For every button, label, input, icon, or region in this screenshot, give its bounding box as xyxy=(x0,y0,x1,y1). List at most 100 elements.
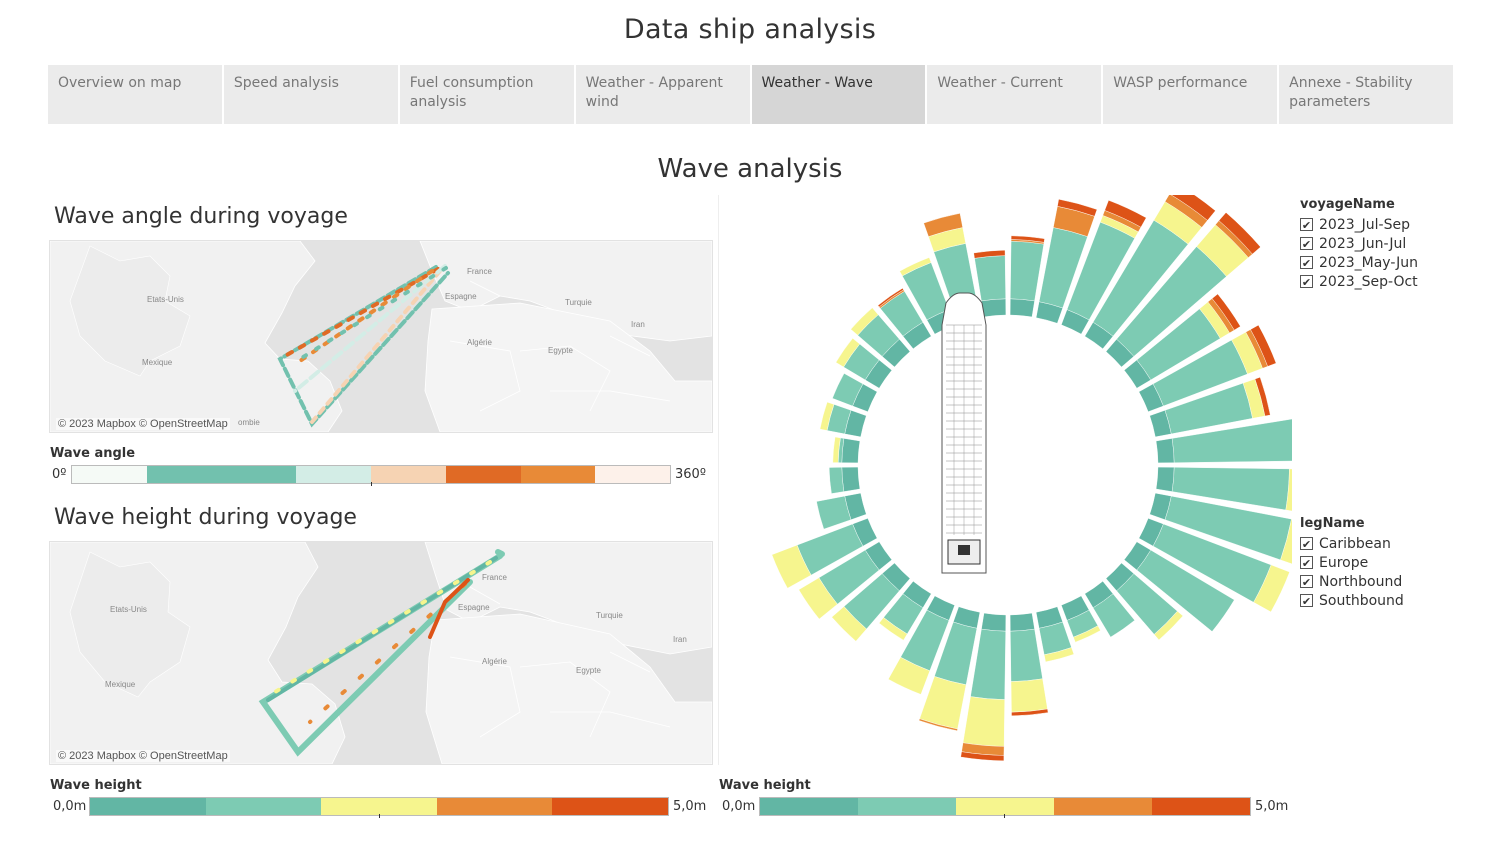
voyage-filter-option[interactable]: ✔ 2023_Jul-Sep xyxy=(1300,215,1418,234)
legend-swatch xyxy=(760,798,858,815)
polar-bar-segment xyxy=(1043,647,1075,663)
polar-bar-segment xyxy=(974,255,1006,302)
polar-bar-segment xyxy=(1104,200,1147,228)
place-label: Egypte xyxy=(576,666,601,675)
place-label: France xyxy=(482,573,507,582)
voyage-filter-option[interactable]: ✔ 2023_May-Jun xyxy=(1300,253,1418,272)
wave-height-color-scale-right xyxy=(759,797,1251,816)
place-label: Espagne xyxy=(458,603,490,612)
legend-tick xyxy=(379,814,380,818)
polar-bar-segment xyxy=(1009,298,1035,318)
wave-angle-map-canvas: Etats-Unis Mexique France Espagne Turqui… xyxy=(50,241,712,432)
polar-bar-segment xyxy=(1057,198,1098,217)
leg-option-label: Europe xyxy=(1319,554,1369,571)
leg-filter-option[interactable]: ✔ Northbound xyxy=(1300,572,1404,591)
leg-filter-title: legName xyxy=(1300,516,1365,531)
legend-swatch xyxy=(520,466,596,483)
wave-height-map-canvas: Etats-Unis Mexique France Espagne Turqui… xyxy=(50,542,712,764)
legend-tick xyxy=(1004,814,1005,818)
place-label: Iran xyxy=(631,320,645,329)
panel-divider xyxy=(718,195,719,765)
polar-bar-segment xyxy=(1009,612,1035,632)
wave-height-color-scale-left xyxy=(89,797,669,816)
polar-bar-segment xyxy=(973,249,1006,259)
polar-bar-segment xyxy=(798,577,838,620)
polar-bar-segment xyxy=(1010,235,1045,243)
checkbox-checked-icon[interactable]: ✔ xyxy=(1300,218,1313,232)
place-label: Turquie xyxy=(596,611,623,620)
tab-wasp-performance[interactable]: WASP performance xyxy=(1103,65,1278,124)
tab-overview-on-map[interactable]: Overview on map xyxy=(48,65,222,124)
polar-bar-segment xyxy=(835,338,860,368)
polar-bar-segment xyxy=(962,696,1005,747)
wave-height-legend-min-right: 0,0m xyxy=(722,799,756,814)
polar-bar-segment xyxy=(1136,549,1235,632)
place-label: Etats-Unis xyxy=(110,605,147,614)
place-label: Espagne xyxy=(445,292,477,301)
checkbox-checked-icon[interactable]: ✔ xyxy=(1300,575,1313,589)
checkbox-checked-icon[interactable]: ✔ xyxy=(1300,256,1313,270)
tab-fuel-consumption[interactable]: Fuel consumption analysis xyxy=(399,65,574,124)
legend-swatch xyxy=(72,466,147,483)
polar-bar-segment xyxy=(1155,466,1175,492)
polar-bar-segment xyxy=(877,287,904,308)
wave-polar-chart[interactable] xyxy=(718,182,1339,765)
checkbox-checked-icon[interactable]: ✔ xyxy=(1300,275,1313,289)
voyage-filter-option[interactable]: ✔ 2023_Sep-Oct xyxy=(1300,272,1418,291)
wave-angle-map[interactable]: Etats-Unis Mexique France Espagne Turqui… xyxy=(49,240,713,433)
legend-swatch xyxy=(371,466,446,483)
place-label: Algérie xyxy=(482,657,507,666)
polar-bar-segment xyxy=(819,401,835,431)
polar-bar-segment xyxy=(1092,593,1135,638)
polar-bar-segment xyxy=(771,544,812,589)
tab-stability-parameters[interactable]: Annexe - Stability parameters xyxy=(1279,65,1453,124)
polar-bar-segment xyxy=(1253,564,1290,613)
wave-angle-map-title: Wave angle during voyage xyxy=(54,204,348,229)
place-label: ombie xyxy=(238,418,260,427)
leg-filter-option[interactable]: ✔ Europe xyxy=(1300,553,1404,572)
voyage-option-label: 2023_Jun-Jul xyxy=(1319,235,1407,252)
legend-swatch xyxy=(1054,798,1152,815)
polar-bar-segment xyxy=(841,438,861,464)
legend-swatch xyxy=(1152,798,1250,815)
polar-bar-segment xyxy=(832,373,864,407)
wave-height-legend-max-left: 5,0m xyxy=(673,799,707,814)
polar-bar-segment xyxy=(923,213,963,237)
wave-height-map[interactable]: Etats-Unis Mexique France Espagne Turqui… xyxy=(49,541,713,765)
wave-angle-legend-min: 0º xyxy=(52,467,67,482)
tab-wave[interactable]: Weather - Wave xyxy=(751,65,926,124)
place-label: Etats-Unis xyxy=(147,295,184,304)
tab-apparent-wind[interactable]: Weather - Apparent wind xyxy=(575,65,750,124)
polar-bar-segment xyxy=(831,606,867,642)
checkbox-checked-icon[interactable]: ✔ xyxy=(1300,237,1313,251)
place-label: Egypte xyxy=(548,346,573,355)
leg-filter-option[interactable]: ✔ Caribbean xyxy=(1300,534,1404,553)
polar-bar-segment xyxy=(981,298,1007,318)
legend-swatch xyxy=(956,798,1054,815)
leg-filter-option[interactable]: ✔ Southbound xyxy=(1300,591,1404,610)
wave-polar-chart-svg xyxy=(771,182,1339,762)
legend-swatch xyxy=(221,466,297,483)
place-label: France xyxy=(467,267,492,276)
voyage-name-filter: voyageName ✔ 2023_Jul-Sep ✔ 2023_Jun-Jul ✔… xyxy=(1300,197,1418,291)
legend-swatch xyxy=(595,466,670,483)
tab-bar: Overview on map Speed analysis Fuel cons… xyxy=(48,65,1453,124)
polar-bar-segment xyxy=(1254,376,1271,417)
tab-speed-analysis[interactable]: Speed analysis xyxy=(223,65,398,124)
polar-bar-segment xyxy=(1155,438,1175,464)
voyage-filter-option[interactable]: ✔ 2023_Jun-Jul xyxy=(1300,234,1418,253)
wave-angle-route xyxy=(277,264,450,428)
tab-current[interactable]: Weather - Current xyxy=(927,65,1102,124)
polar-bar-segment xyxy=(878,617,908,641)
wave-angle-legend-max: 360º xyxy=(675,467,706,482)
checkbox-checked-icon[interactable]: ✔ xyxy=(1300,537,1313,551)
place-label: Mexique xyxy=(105,680,136,689)
dashboard-title: Data ship analysis xyxy=(623,14,877,45)
checkbox-checked-icon[interactable]: ✔ xyxy=(1300,556,1313,570)
place-label: Mexique xyxy=(142,358,173,367)
legend-swatch xyxy=(321,798,437,815)
leg-option-label: Caribbean xyxy=(1319,535,1391,552)
leg-option-label: Northbound xyxy=(1319,573,1403,590)
checkbox-checked-icon[interactable]: ✔ xyxy=(1300,594,1313,608)
polar-bar-segment xyxy=(960,751,1005,762)
